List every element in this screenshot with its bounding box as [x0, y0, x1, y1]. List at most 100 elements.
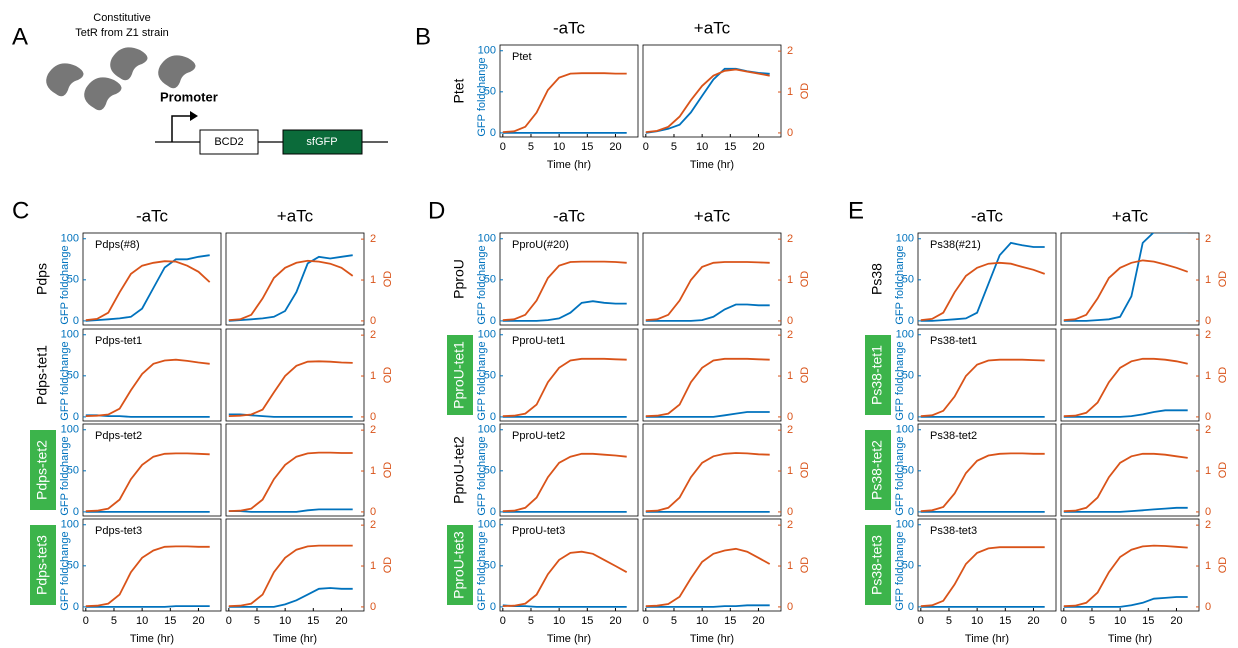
x-tick-label: 10 [279, 615, 291, 627]
x-tick-label: 15 [724, 615, 736, 627]
data-line [920, 241, 1045, 322]
plot-frame [917, 232, 1057, 326]
plot-frame [82, 423, 222, 517]
column-title: +aTc [1112, 206, 1149, 225]
inset-label: PproU(#20) [512, 239, 569, 251]
plot-frame [225, 328, 365, 422]
plot-frame [1060, 423, 1200, 517]
y-tick-label: 50 [484, 274, 496, 286]
y-tick-label: 100 [61, 519, 79, 531]
y-axis-label: GFP foldchange [476, 341, 488, 420]
construct-diagram: Constitutive TetR from Z1 strain Promote… [46, 12, 388, 155]
x-tick-label: 20 [192, 615, 204, 627]
y-tick-label: 0 [73, 601, 79, 613]
y2-tick-label: 0 [787, 506, 793, 518]
x-tick-label: 5 [946, 615, 952, 627]
row-label-box [447, 525, 473, 605]
x-tick-label: 10 [1114, 615, 1126, 627]
y-tick-label: 0 [908, 506, 914, 518]
plot-frame [642, 423, 782, 517]
data-line [645, 303, 770, 322]
column-title: -aTc [136, 206, 169, 225]
x-tick-label: 5 [528, 615, 534, 627]
y-tick-label: 0 [73, 315, 79, 327]
tetr-protein [46, 63, 84, 97]
data-line [85, 452, 210, 512]
row-label-box [30, 525, 56, 605]
row-label-box [865, 430, 891, 510]
y2-tick-label: 2 [1205, 233, 1211, 245]
y2-tick-label: 1 [1205, 560, 1211, 572]
row-label: Ps38-tet2 [869, 440, 885, 500]
plot-frame [642, 44, 782, 138]
y2-tick-label: 2 [370, 233, 376, 245]
panel-label: E [848, 197, 864, 224]
data-line [228, 254, 353, 322]
row-label: Pdps-tet3 [34, 535, 50, 595]
inset-label: Ptet [512, 51, 532, 63]
column-title: +aTc [277, 206, 314, 225]
y2-tick-label: 1 [787, 465, 793, 477]
data-line [920, 546, 1045, 607]
x-tick-label: 15 [581, 141, 593, 153]
y-tick-label: 50 [67, 560, 79, 572]
y2-tick-label: 0 [370, 315, 376, 327]
promoter-arrow [171, 115, 190, 142]
y2-tick-label: 0 [1205, 601, 1211, 613]
y-axis-label: GFP foldchange [476, 531, 488, 610]
data-line [228, 360, 353, 417]
y2-tick-label: 2 [787, 519, 793, 531]
inset-label: Pdps-tet3 [95, 525, 142, 537]
y2-tick-label: 2 [1205, 424, 1211, 436]
y2-tick-label: 2 [370, 329, 376, 341]
y2-axis-label: OD [382, 367, 394, 384]
x-tick-label: 15 [999, 615, 1011, 627]
y2-tick-label: 0 [370, 411, 376, 423]
y-tick-label: 0 [73, 411, 79, 423]
y2-tick-label: 2 [1205, 519, 1211, 531]
y-tick-label: 0 [73, 506, 79, 518]
plot-frame [225, 423, 365, 517]
y-tick-label: 100 [478, 424, 496, 436]
x-tick-label: 0 [643, 141, 649, 153]
x-axis-label: Time (hr) [130, 633, 174, 645]
y2-axis-label: OD [799, 271, 811, 288]
tetr-protein [84, 77, 122, 111]
y-tick-label: 50 [67, 465, 79, 477]
gene-box [282, 129, 363, 155]
data-line [85, 358, 210, 417]
y2-axis-label: OD [799, 557, 811, 574]
y2-tick-label: 1 [1205, 465, 1211, 477]
row-label: PproU-tet3 [451, 531, 467, 599]
y-axis-label: GFP foldchange [894, 245, 906, 324]
data-line [645, 68, 770, 133]
data-line [502, 357, 627, 417]
data-line [502, 300, 627, 322]
plot-frame [499, 328, 639, 422]
x-tick-label: 0 [500, 141, 506, 153]
y-tick-label: 50 [902, 274, 914, 286]
panel-label: B [415, 23, 431, 50]
y2-tick-label: 1 [787, 274, 793, 286]
data-line [502, 72, 627, 133]
y-tick-label: 100 [61, 233, 79, 245]
x-tick-label: 20 [609, 141, 621, 153]
data-line [645, 452, 770, 512]
y2-tick-label: 2 [370, 519, 376, 531]
inset-label: Ps38-tet3 [930, 525, 977, 537]
plot-frame [917, 423, 1057, 517]
y-tick-label: 50 [484, 86, 496, 98]
y-tick-label: 50 [902, 465, 914, 477]
x-tick-label: 10 [696, 141, 708, 153]
y2-axis-label: OD [799, 83, 811, 100]
plot-frame [82, 232, 222, 326]
data-line [645, 604, 770, 608]
y-tick-label: 100 [61, 424, 79, 436]
x-tick-label: 20 [609, 615, 621, 627]
y2-tick-label: 0 [1205, 506, 1211, 518]
data-line [228, 544, 353, 607]
y2-tick-label: 1 [1205, 274, 1211, 286]
x-tick-label: 10 [696, 615, 708, 627]
row-label: Ptet [451, 78, 467, 103]
y-tick-label: 100 [896, 519, 914, 531]
